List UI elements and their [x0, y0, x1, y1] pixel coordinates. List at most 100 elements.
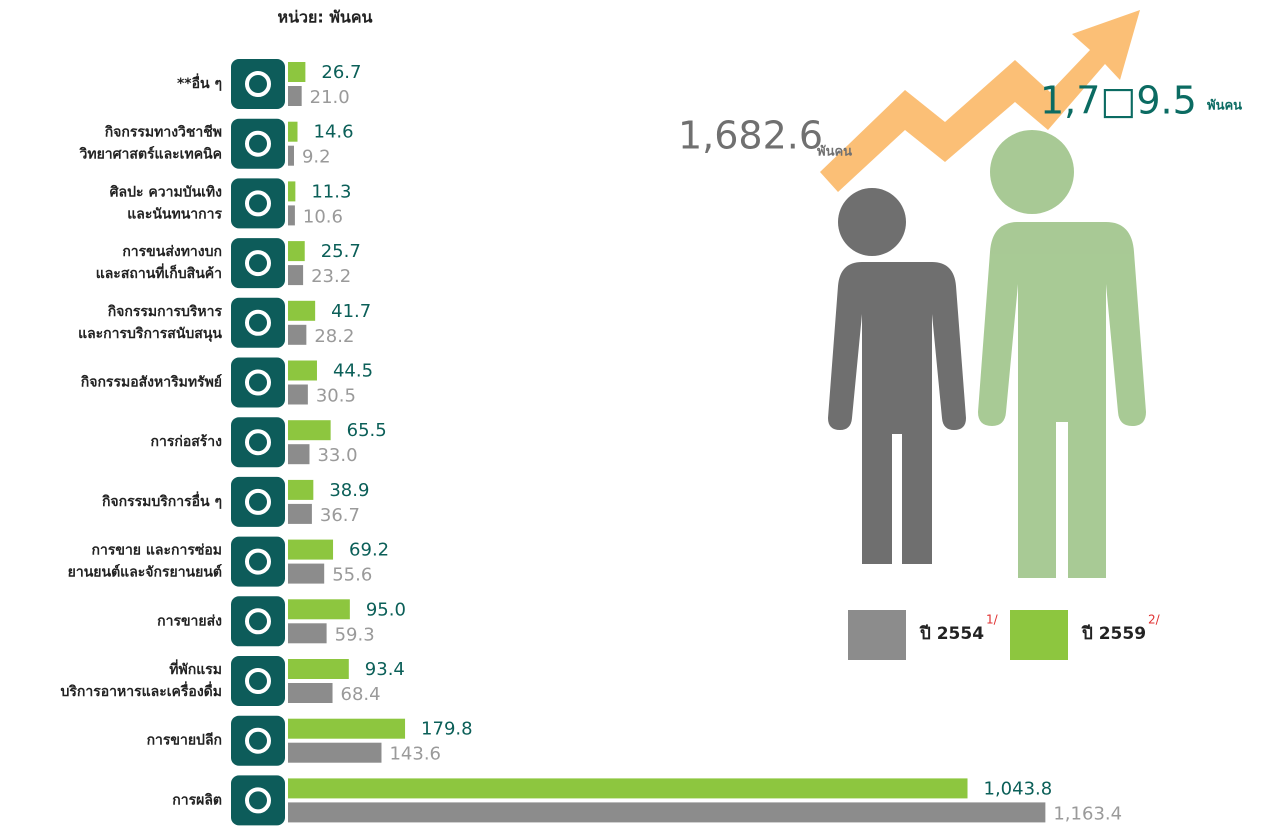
icon-glyph [245, 71, 271, 97]
value-label: 179.8 [421, 719, 473, 740]
value-label: 1,163.4 [1053, 803, 1122, 824]
value-label: 143.6 [389, 744, 441, 765]
value-label: 21.0 [310, 87, 350, 108]
bar [288, 181, 296, 202]
category-icon [231, 297, 285, 348]
bar [288, 539, 334, 560]
bar [288, 659, 349, 679]
bar [288, 121, 298, 142]
category-icon [231, 596, 285, 647]
value-label: 44.5 [333, 361, 373, 382]
category-label: การผลิต [172, 792, 222, 808]
category-icon [231, 178, 285, 229]
category-label: กิจกรรมบริการอื่น ๆ [101, 491, 222, 510]
category-label: กิจกรรมการบริหาร [107, 304, 222, 320]
value-label: 28.2 [314, 326, 354, 347]
category-label: การขายปลีก [147, 733, 222, 749]
value-label: 55.6 [332, 565, 372, 586]
icon-glyph [245, 309, 271, 336]
total-2554: 1,682.6 [678, 114, 823, 158]
category-label: และการบริการสนับสนุน [78, 326, 222, 342]
value-label: 59.3 [335, 624, 375, 645]
value-label: 14.6 [314, 122, 354, 143]
value-label: 26.7 [321, 62, 361, 83]
value-label: 30.5 [316, 386, 356, 407]
bar [288, 145, 294, 166]
bar [288, 802, 1046, 823]
value-label: 41.7 [331, 301, 371, 322]
category-label: และสถานที่เก็บสินค้า [96, 263, 222, 282]
bar [288, 86, 302, 106]
value-label: 36.7 [320, 505, 360, 526]
category-label: **อื่น ๆ [177, 73, 222, 92]
value-label: 38.9 [329, 480, 369, 501]
category-icon [231, 417, 285, 468]
icon-glyph [245, 668, 271, 694]
value-label: 9.2 [302, 147, 331, 168]
bar [288, 324, 307, 345]
category-label: การขาย และการซ่อม [92, 543, 222, 559]
icon-glyph [245, 190, 271, 217]
category-icon [231, 238, 285, 289]
legend-label: ปี 2559 [1081, 623, 1146, 644]
icon-glyph [245, 488, 271, 515]
category-label: บริการอาหารและเครื่องดื่ม [61, 681, 223, 700]
bar [288, 599, 350, 620]
person-green [958, 130, 1146, 578]
category-label: ศิลปะ ความบันเทิง [110, 184, 223, 200]
bar [288, 623, 327, 644]
value-label: 1,043.8 [984, 778, 1053, 799]
icon-glyph [245, 787, 271, 814]
category-icon [231, 59, 285, 109]
category-label: กิจกรรมอสังหาริมทรัพย์ [80, 374, 222, 391]
category-icon [231, 775, 285, 826]
icon-glyph [245, 250, 271, 277]
icon-glyph [245, 130, 271, 157]
unit-label: หน่วย: พันคน [278, 8, 373, 27]
category-label: และนันทนาการ [127, 206, 222, 222]
category-label: กิจกรรมทางวิชาชีพ [104, 125, 222, 141]
bar [288, 62, 306, 82]
bar [288, 718, 406, 739]
value-label: 33.0 [317, 445, 357, 466]
bar [288, 778, 968, 799]
bar [288, 205, 295, 226]
legend-swatch [848, 610, 906, 660]
bar [288, 384, 308, 405]
category-icon [231, 476, 285, 527]
total-unit: พันคน [817, 145, 852, 160]
icon-glyph [245, 548, 271, 575]
category-label: การขายส่ง [157, 613, 222, 629]
bar [288, 265, 304, 286]
value-label: 25.7 [321, 241, 361, 262]
total-2559: 1,7□9.5 [1040, 79, 1197, 123]
bar [288, 742, 382, 763]
value-label: 69.2 [349, 540, 389, 561]
legend-note: 2/ [1148, 613, 1161, 627]
category-label: ที่พักแรม [169, 659, 222, 678]
person-gray [812, 188, 966, 564]
category-label: การขนส่งทางบก [122, 244, 222, 260]
category-label: ยานยนต์และจักรยานยนต์ [68, 564, 222, 581]
value-label: 68.4 [341, 684, 381, 705]
category-icon [231, 715, 285, 766]
legend-label: ปี 2554 [919, 623, 984, 644]
icon-glyph [245, 608, 271, 635]
bar [288, 444, 310, 465]
category-label: วิทยาศาสตร์และเทคนิค [78, 146, 222, 163]
category-icon [231, 536, 285, 587]
icon-glyph [245, 369, 271, 396]
legend-swatch [1010, 610, 1068, 660]
bar [288, 420, 331, 441]
value-label: 11.3 [311, 181, 351, 202]
legend-note: 1/ [986, 613, 999, 627]
bar [288, 503, 312, 524]
category-icon [231, 118, 285, 169]
total-unit: พันคน [1207, 99, 1242, 114]
icon-glyph [245, 727, 271, 754]
category-icon [231, 656, 285, 706]
bar [288, 683, 333, 703]
value-label: 10.6 [303, 206, 343, 227]
